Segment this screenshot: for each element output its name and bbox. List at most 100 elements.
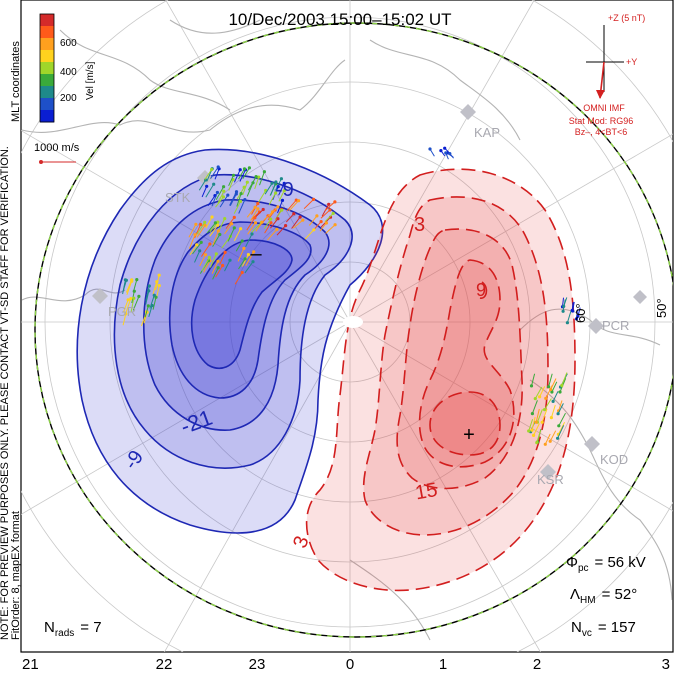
velocity-vector-origin (576, 314, 580, 318)
imf-clock: +Z (5 nT) +Y OMNI IMF Stat Mod: RG96 Bz–… (569, 13, 646, 137)
velocity-vector (319, 222, 327, 232)
velocity-vector (244, 261, 254, 274)
velocity-vector (246, 182, 254, 197)
velocity-vector-origin (239, 227, 243, 231)
velocity-vector (558, 412, 566, 427)
velocity-vector (558, 400, 563, 411)
colorbar-swatch (40, 62, 54, 75)
velocity-vector (263, 211, 273, 221)
velocity-vector-origin (540, 420, 544, 424)
velocity-vector-origin (228, 258, 232, 262)
velocity-vector (557, 403, 564, 414)
velocity-vector-origin (252, 250, 256, 254)
velocity-vector (270, 218, 279, 229)
colorbar-tick-400: 400 (60, 67, 77, 78)
velocity-vector (225, 217, 235, 229)
velocity-vector (212, 230, 219, 245)
velocity-vector (224, 223, 233, 235)
velocity-vector (219, 252, 226, 265)
velocity-vector (549, 430, 557, 442)
velocity-vector-origin (199, 222, 203, 227)
potential-maximum-marker: + (463, 424, 475, 446)
velocity-vector-origin (574, 317, 579, 321)
colorbar-swatch (40, 38, 54, 51)
velocity-vector-origin (297, 199, 301, 203)
velocity-vector-origin (124, 312, 128, 316)
mlt-label-2: 2 (533, 656, 541, 673)
velocity-vector (210, 166, 219, 179)
velocity-vector-origin (253, 205, 257, 209)
velocity-vector (196, 222, 206, 235)
velocity-vector (258, 190, 267, 203)
velocity-vector (286, 199, 297, 212)
velocity-vector-origin (129, 297, 133, 301)
station-marker-pcr (588, 318, 604, 334)
velocity-vector-origin (444, 151, 448, 155)
velocity-vector-origin (207, 255, 211, 260)
imf-bz: Bz–, 4<BT<6 (575, 127, 628, 137)
velocity-vector-origin (561, 309, 565, 313)
velocity-vector-origin (319, 220, 323, 224)
velocity-vector (534, 386, 543, 399)
pos-contour-3 (396, 228, 523, 490)
velocity-vector-origin (210, 167, 214, 172)
velocity-vector (217, 190, 225, 204)
velocity-vector-origin (298, 215, 302, 219)
velocity-vector (528, 419, 534, 432)
velocity-vector-origin (222, 185, 226, 189)
velocity-vector (215, 196, 224, 208)
pos-contour-4 (418, 259, 515, 468)
velocity-vector (228, 175, 234, 187)
velocity-vector (122, 299, 129, 313)
velocity-vector-origin (226, 193, 230, 197)
station-markers (92, 104, 647, 480)
coastlines (21, 19, 673, 641)
velocity-vector (196, 225, 206, 238)
velocity-vector-origin (253, 216, 257, 220)
velocity-vector-origin (269, 221, 273, 225)
velocity-vector (207, 195, 216, 206)
velocity-vector-origin (556, 412, 560, 416)
velocity-vector (251, 221, 262, 233)
velocity-vector-origin (146, 304, 150, 308)
velocity-vector (303, 199, 314, 210)
velocity-vector (277, 200, 283, 214)
velocity-vector-origin (216, 165, 220, 169)
velocity-vector (224, 259, 231, 272)
preview-note: NOTE: FOR PREVIEW PURPOSES ONLY. PLEASE … (0, 146, 11, 640)
velocity-vector-origin (208, 242, 212, 246)
velocity-vector-origin (275, 227, 279, 231)
velocity-vector-origin (261, 207, 265, 212)
velocity-vector (201, 257, 210, 272)
velocity-vector (544, 433, 551, 445)
mlt-label-21: 21 (22, 656, 39, 673)
velocity-vector (246, 206, 256, 218)
velocity-vector (324, 201, 336, 211)
velocity-vector-origin (571, 309, 575, 313)
pos-contour-2 (362, 196, 549, 536)
neg-contour-5 (190, 239, 293, 369)
colorbar-swatch (40, 14, 54, 27)
velocity-vector (242, 167, 250, 179)
velocity-vector (264, 218, 272, 229)
colorbar-swatch (40, 86, 54, 99)
velocity-vector (212, 267, 219, 280)
velocity-vector (132, 279, 138, 293)
velocity-vector-origin (324, 221, 328, 225)
velocity-vector-origin (544, 396, 548, 400)
velocity-vector (143, 312, 148, 324)
velocity-vector (291, 216, 301, 229)
velocity-vector-origin (547, 385, 551, 389)
velocity-vector (276, 225, 286, 236)
velocity-vector (239, 169, 246, 182)
velocity-vector (188, 224, 197, 238)
pole-gap (343, 316, 363, 328)
velocity-vector-origin (246, 253, 250, 257)
contour-label-pos-mid: 9 (476, 280, 486, 300)
station-marker-extra (633, 290, 647, 304)
velocity-vector-origin (222, 189, 226, 193)
velocity-vector (234, 272, 243, 285)
velocity-vector-origin (276, 217, 280, 221)
velocity-vector-origin (562, 304, 566, 308)
velocity-vector (245, 251, 255, 266)
